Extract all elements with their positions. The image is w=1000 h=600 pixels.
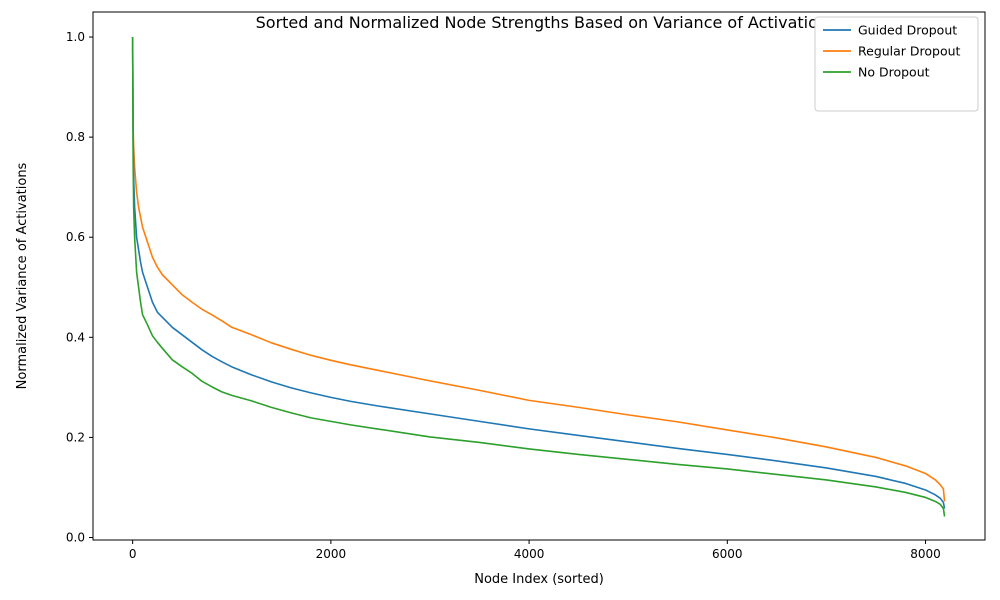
y-tick-label: 0.0 — [66, 530, 85, 544]
y-axis: 0.0 0.2 0.4 0.6 0.8 1.0 — [66, 30, 93, 544]
legend-box — [814, 16, 979, 112]
x-tick-label: 2000 — [316, 547, 347, 561]
y-tick-label: 0.4 — [66, 330, 85, 344]
x-tick-label: 4000 — [514, 547, 545, 561]
y-tick-label: 1.0 — [66, 30, 85, 44]
x-axis-label: Node Index (sorted) — [474, 572, 604, 587]
series-line-guided-dropout — [131, 37, 946, 509]
plot-frame — [92, 11, 986, 541]
y-tick-label: 0.8 — [66, 130, 85, 144]
legend-label: No Dropout — [858, 65, 930, 80]
y-tick-label: 0.6 — [66, 230, 85, 244]
legend: Guided Dropout Regular Dropout No Dropout — [814, 16, 979, 112]
x-tick-label: 0 — [129, 547, 137, 561]
x-tick-label: 6000 — [712, 547, 743, 561]
legend-label: Guided Dropout — [858, 23, 957, 38]
series-line-no-dropout — [131, 37, 946, 517]
series-layer — [131, 37, 946, 517]
y-axis-label: Normalized Variance of Activations — [15, 162, 30, 389]
y-tick-label: 0.2 — [66, 430, 85, 444]
legend-label: Regular Dropout — [858, 44, 961, 59]
chart-title: Sorted and Normalized Node Strengths Bas… — [256, 13, 837, 32]
plot-area — [92, 11, 986, 541]
x-tick-label: 8000 — [910, 547, 941, 561]
series-line-regular-dropout — [131, 47, 946, 502]
x-axis: 0 2000 4000 6000 8000 — [129, 540, 941, 561]
